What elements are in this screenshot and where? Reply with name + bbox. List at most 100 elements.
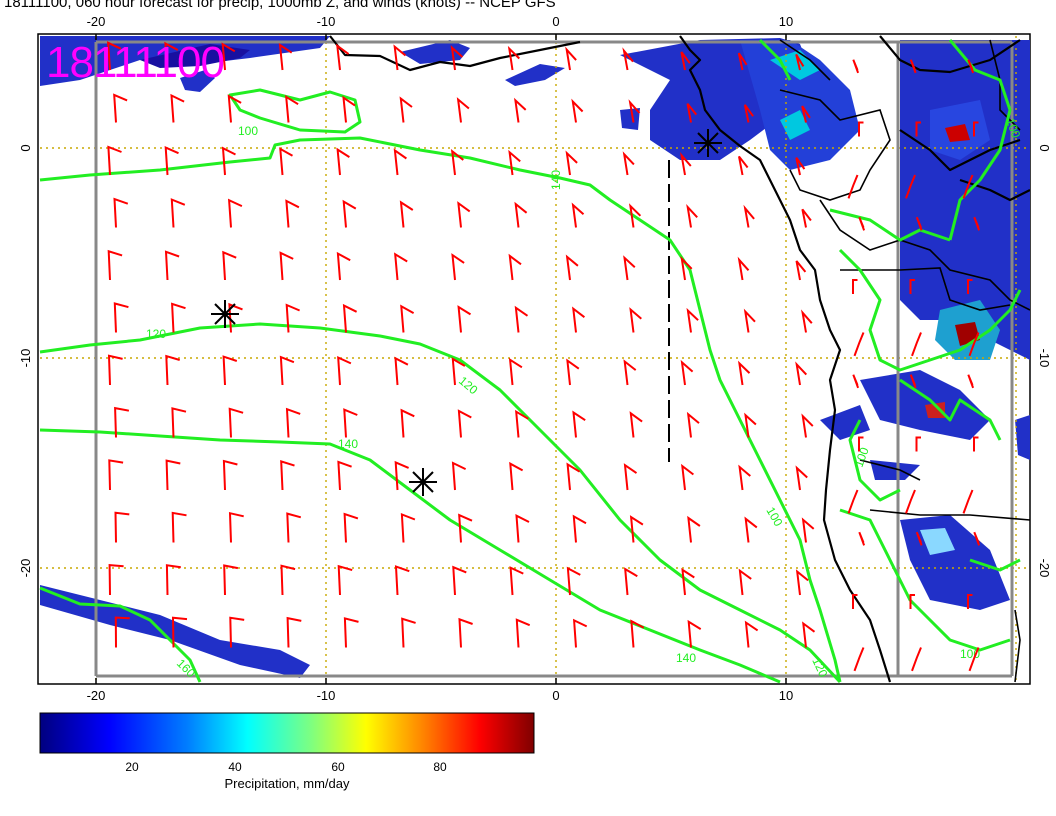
wind-barb	[227, 94, 242, 123]
precipitation-field	[40, 36, 1030, 678]
wind-barb	[285, 95, 299, 123]
coastlines	[329, 35, 1031, 683]
wind-barb	[114, 406, 130, 438]
wind-barb	[847, 489, 859, 514]
wind-barb	[680, 359, 694, 386]
wind-barb	[973, 436, 979, 452]
wind-barb	[681, 463, 695, 491]
wind-barb	[680, 152, 692, 176]
marker-asterisk	[409, 468, 437, 496]
wind-barb	[795, 53, 805, 71]
wind-barb	[507, 45, 520, 71]
wind-barb	[278, 43, 293, 71]
wind-barb	[687, 619, 702, 648]
contour-label: 100	[1003, 116, 1023, 140]
wind-barb	[968, 647, 980, 672]
wind-barb	[113, 197, 129, 228]
wind-barb	[628, 99, 641, 123]
wind-barb	[565, 46, 577, 71]
wind-barb	[566, 566, 581, 596]
wind-barb	[853, 332, 865, 357]
wind-barb	[107, 145, 122, 176]
x-tick-label: -20	[87, 688, 106, 703]
wind-barb	[629, 515, 644, 543]
graticule	[40, 36, 1028, 682]
wind-barb	[108, 459, 124, 491]
x-axis-top: -20 -10 0 10	[87, 14, 794, 29]
wind-barb	[572, 306, 586, 333]
wind-barb	[737, 256, 750, 281]
wind-barb	[171, 616, 188, 648]
wind-barb	[394, 460, 409, 491]
wind-barb	[795, 260, 807, 281]
wind-barb	[514, 97, 527, 123]
storm-markers	[211, 129, 722, 496]
wind-barb	[280, 564, 296, 596]
wind-barb	[107, 249, 123, 281]
wind-barb	[508, 149, 521, 176]
contour-labels: 100 120 140 160 120 140 100 120 140 100 …	[146, 116, 1023, 680]
wind-barb	[852, 279, 858, 294]
marker-asterisk	[694, 129, 722, 157]
wind-barb	[915, 216, 923, 231]
marker-asterisk	[211, 300, 239, 328]
wind-barb	[165, 354, 180, 386]
wind-barb	[744, 516, 758, 543]
wind-barb	[973, 121, 979, 137]
y-tick-label: -10	[1037, 349, 1052, 368]
y-axis-right: 0 -10 -20	[1037, 144, 1052, 577]
wind-barb	[686, 411, 700, 438]
map-frame	[37, 33, 1031, 685]
wind-barb	[686, 307, 699, 333]
wind-barb	[801, 413, 814, 438]
wind-barb	[915, 121, 921, 137]
wind-barb	[285, 303, 300, 333]
domain-box	[94, 40, 1014, 678]
wind-barb	[801, 309, 813, 333]
wind-barb	[342, 95, 356, 123]
wind-barb	[515, 618, 531, 648]
wind-barb	[343, 617, 359, 648]
wind-barb	[623, 463, 638, 491]
wind-barb	[343, 408, 358, 438]
wind-barb	[286, 512, 302, 543]
wind-barb	[170, 93, 185, 123]
timestamp-overlay: 18111100	[46, 38, 225, 87]
wind-barb	[401, 617, 416, 648]
x-tick-label: 10	[779, 688, 793, 703]
wind-barb	[909, 279, 915, 294]
wind-barb	[279, 251, 294, 281]
colorbar-tick: 60	[331, 760, 345, 774]
wind-barb	[909, 59, 917, 74]
colorbar	[39, 712, 535, 754]
colorbar-tick: 40	[228, 760, 242, 774]
wind-barb	[680, 51, 691, 71]
wind-barb	[858, 436, 864, 452]
wind-barb	[738, 155, 749, 176]
wind-barb	[113, 93, 128, 123]
contour-label: 100	[238, 124, 258, 138]
wind-barb	[393, 44, 407, 71]
wind-barb	[571, 98, 584, 123]
wind-barb	[566, 462, 581, 491]
wind-barb	[229, 616, 245, 648]
wind-barb	[285, 199, 300, 228]
height-contours	[39, 38, 1022, 684]
wind-barb	[743, 204, 755, 228]
wind-barb	[337, 355, 352, 386]
wind-barb	[337, 460, 352, 491]
wind-barb	[623, 359, 637, 386]
wind-barb	[622, 47, 634, 71]
x-tick-label: 10	[779, 14, 793, 29]
wind-barb	[342, 199, 357, 228]
wind-barb	[223, 564, 239, 596]
colorbar-tick: 80	[433, 760, 447, 774]
wind-barb	[228, 407, 244, 438]
wind-barb	[342, 303, 358, 333]
wind-barb	[114, 616, 130, 648]
wind-barb	[171, 407, 187, 438]
axis-ticks	[95, 34, 787, 684]
wind-barb	[853, 647, 865, 672]
contour-label: 140	[676, 651, 696, 665]
